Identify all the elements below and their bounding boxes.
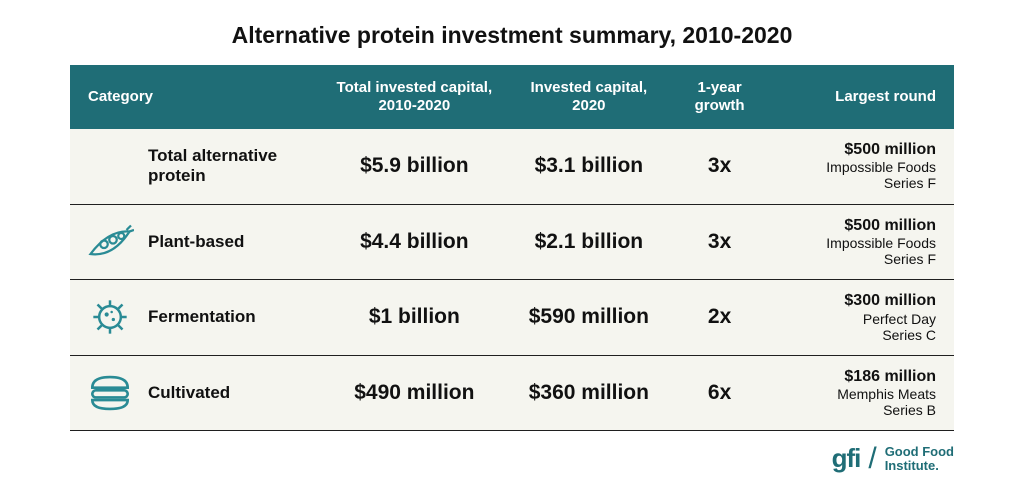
table-row: Total alternative protein$5.9 billion$3.…: [70, 129, 954, 204]
largest-series: Series C: [782, 327, 936, 343]
gfi-logo-short: gfi: [832, 443, 861, 474]
cell-largest: $186 millionMemphis MeatsSeries B: [772, 355, 954, 431]
table-row: Plant-based$4.4 billion$2.1 billion3x$50…: [70, 204, 954, 280]
category-label: Cultivated: [148, 383, 230, 403]
category-label: Total alternative protein: [148, 146, 309, 186]
peapod-icon: [86, 220, 134, 264]
largest-company: Memphis Meats: [782, 386, 936, 402]
col-largest: Largest round: [772, 65, 954, 129]
cell-category: Cultivated: [70, 355, 319, 431]
largest-amount: $300 million: [782, 292, 936, 310]
largest-series: Series F: [782, 251, 936, 267]
content-wrap: Alternative protein investment summary, …: [0, 0, 1024, 431]
cell-category: Plant-based: [70, 204, 319, 280]
cell-2020: $3.1 billion: [510, 129, 668, 204]
page-title: Alternative protein investment summary, …: [70, 22, 954, 49]
cell-growth: 6x: [668, 355, 772, 431]
cell-2020: $590 million: [510, 280, 668, 356]
largest-series: Series B: [782, 402, 936, 418]
footer: gfi / Good Food Institute.: [0, 431, 1024, 474]
col-growth: 1-year growth: [668, 65, 772, 129]
col-category: Category: [70, 65, 319, 129]
cell-largest: $500 millionImpossible FoodsSeries F: [772, 129, 954, 204]
microbe-icon: [86, 295, 134, 339]
largest-company: Impossible Foods: [782, 235, 936, 251]
largest-amount: $186 million: [782, 368, 936, 386]
cell-category: Total alternative protein: [70, 129, 319, 204]
cell-growth: 3x: [668, 204, 772, 280]
largest-company: Impossible Foods: [782, 159, 936, 175]
largest-series: Series F: [782, 175, 936, 191]
gfi-logo-separator: /: [868, 444, 876, 474]
largest-company: Perfect Day: [782, 311, 936, 327]
table-row: Fermentation$1 billion$590 million2x$300…: [70, 280, 954, 356]
col-total: Total invested capital, 2010-2020: [319, 65, 511, 129]
cell-growth: 3x: [668, 129, 772, 204]
cell-total: $4.4 billion: [319, 204, 511, 280]
cell-category: Fermentation: [70, 280, 319, 356]
burger-icon: [86, 371, 134, 415]
gfi-logo-text: Good Food Institute.: [885, 445, 954, 472]
cell-largest: $300 millionPerfect DaySeries C: [772, 280, 954, 356]
cell-largest: $500 millionImpossible FoodsSeries F: [772, 204, 954, 280]
investment-table: Category Total invested capital, 2010-20…: [70, 65, 954, 431]
gfi-logo-line2: Institute.: [885, 458, 939, 473]
cell-2020: $2.1 billion: [510, 204, 668, 280]
largest-amount: $500 million: [782, 217, 936, 235]
no-icon: [86, 144, 134, 188]
table-header-row: Category Total invested capital, 2010-20…: [70, 65, 954, 129]
cell-growth: 2x: [668, 280, 772, 356]
category-label: Plant-based: [148, 232, 244, 252]
col-2020: Invested capital, 2020: [510, 65, 668, 129]
table-row: Cultivated$490 million$360 million6x$186…: [70, 355, 954, 431]
category-label: Fermentation: [148, 307, 256, 327]
cell-2020: $360 million: [510, 355, 668, 431]
gfi-logo: gfi / Good Food Institute.: [832, 443, 954, 474]
cell-total: $1 billion: [319, 280, 511, 356]
largest-amount: $500 million: [782, 141, 936, 159]
cell-total: $490 million: [319, 355, 511, 431]
cell-total: $5.9 billion: [319, 129, 511, 204]
